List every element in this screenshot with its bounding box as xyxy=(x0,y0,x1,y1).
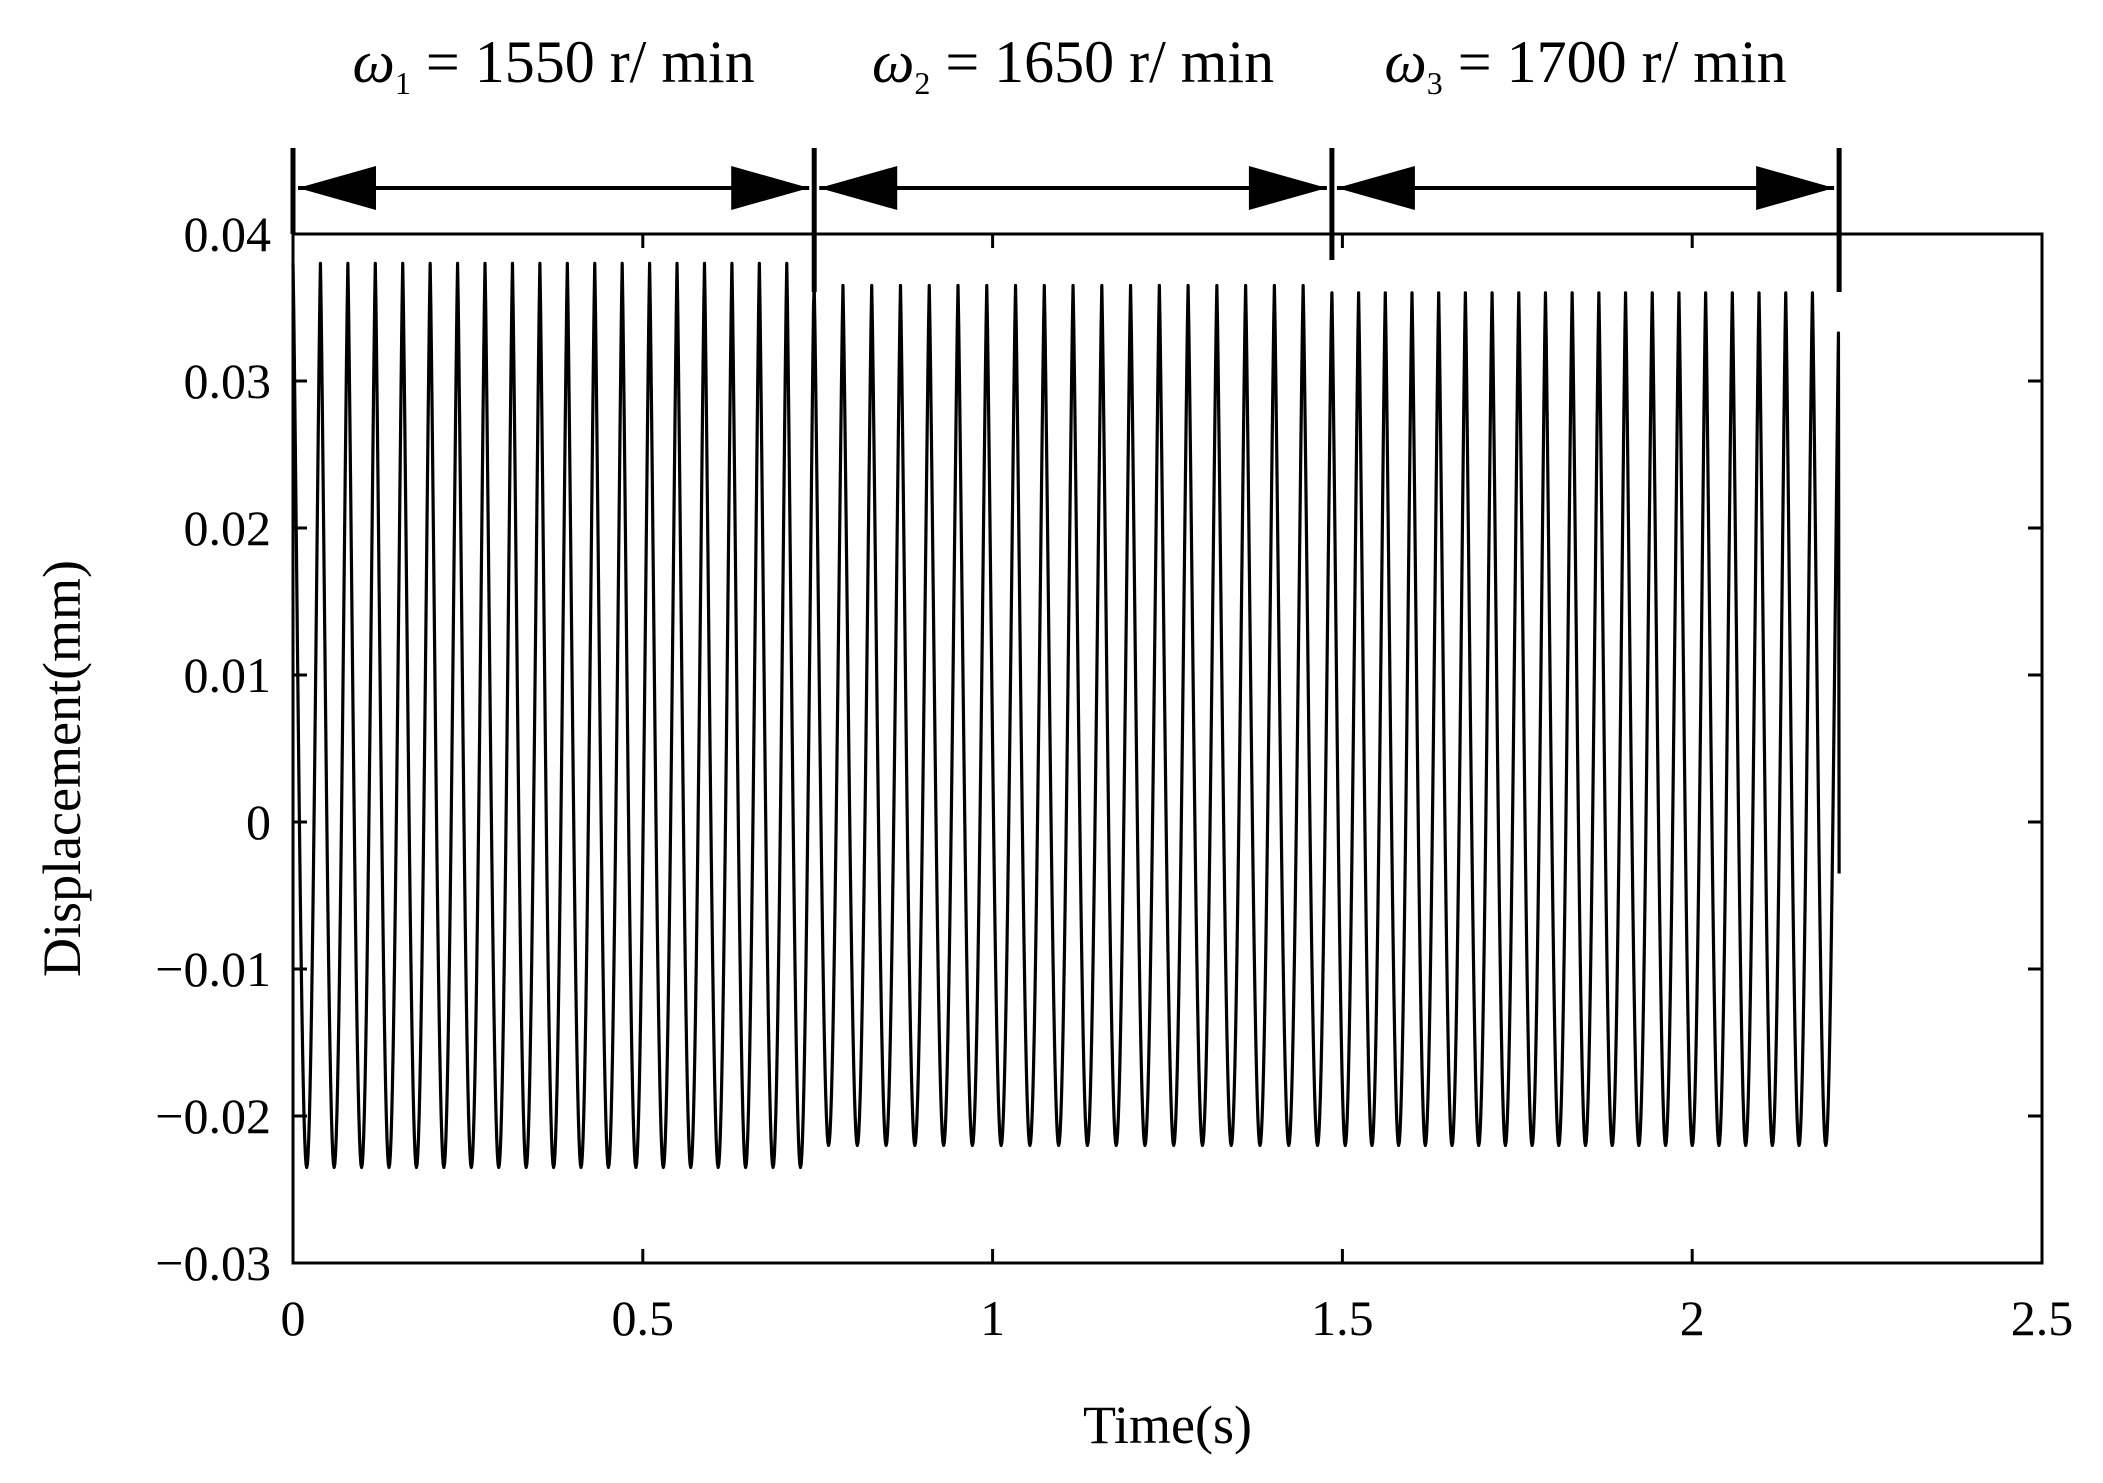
plot-area xyxy=(291,261,1841,1170)
x-tick-label: 0.5 xyxy=(612,1290,675,1346)
y-axis: 0.04 0.03 0.02 0.01 0 −0.01 −0.02 −0.03 xyxy=(155,206,2042,1291)
speed-annotations: ω1 = 1550 r/ min ω2 = 1650 r/ min ω3 = 170… xyxy=(290,29,1842,292)
speed-label: ω1 = 1550 r/ min xyxy=(352,29,754,101)
y-tick-label: −0.03 xyxy=(155,1235,271,1291)
speed-label: ω3 = 1700 r/ min xyxy=(1384,29,1786,101)
y-tick-label: 0 xyxy=(246,794,271,850)
y-tick-label: 0.02 xyxy=(184,500,272,556)
y-tick-label: 0.03 xyxy=(184,353,272,409)
x-axis-title: Time(s) xyxy=(1083,1395,1252,1455)
x-tick-label: 1 xyxy=(980,1290,1005,1346)
y-axis-title: Displacement(mm) xyxy=(32,560,92,977)
y-tick-label: 0.04 xyxy=(184,206,272,262)
arrow-right-icon xyxy=(731,166,810,210)
x-tick-label: 2.5 xyxy=(2011,1290,2074,1346)
y-tick-label: −0.02 xyxy=(155,1088,271,1144)
arrow-right-icon xyxy=(1756,166,1835,210)
x-axis: 0 0.5 1 1.5 2 2.5 xyxy=(281,234,2074,1346)
x-tick-label: 0 xyxy=(281,1290,306,1346)
speed-label: ω2 = 1650 r/ min xyxy=(872,29,1274,101)
axes-frame xyxy=(291,232,2044,1265)
arrow-left-icon xyxy=(819,166,898,210)
arrow-right-icon xyxy=(1248,166,1327,210)
displacement-trace xyxy=(291,261,1841,1170)
arrow-left-icon xyxy=(1336,166,1415,210)
x-tick-label: 1.5 xyxy=(1311,1290,1374,1346)
arrow-left-icon xyxy=(298,166,376,210)
y-tick-label: 0.01 xyxy=(184,647,272,703)
x-tick-label: 2 xyxy=(1680,1290,1705,1346)
y-tick-label: −0.01 xyxy=(155,941,271,997)
